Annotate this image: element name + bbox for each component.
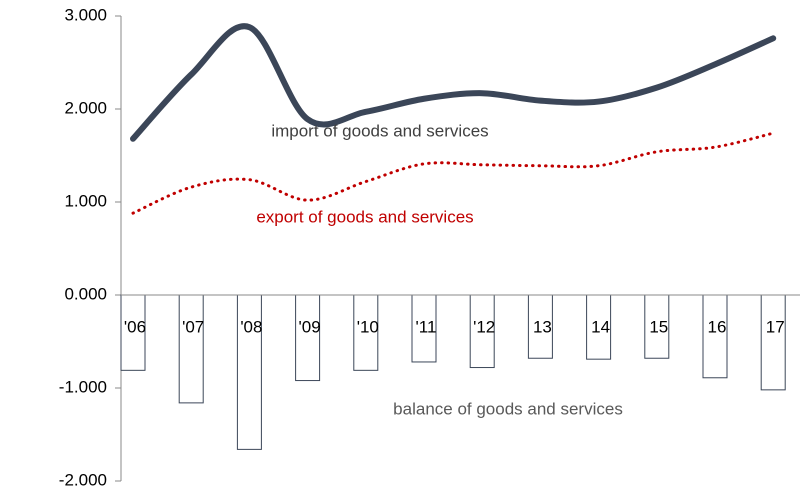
x-tick-label: '12 bbox=[473, 317, 495, 336]
y-tick-label: 2.000 bbox=[64, 98, 107, 117]
x-tick-label: '08 bbox=[240, 317, 262, 336]
bar bbox=[295, 294, 321, 382]
y-tick-label: -2.000 bbox=[59, 470, 107, 489]
series-label: import of goods and services bbox=[271, 121, 488, 140]
bar bbox=[586, 294, 612, 360]
series-label: export of goods and services bbox=[256, 207, 473, 226]
x-tick-label: '09 bbox=[299, 317, 321, 336]
x-tick-label: 16 bbox=[708, 317, 727, 336]
x-tick-label: 17 bbox=[766, 317, 785, 336]
x-tick-label: '07 bbox=[182, 317, 204, 336]
line bbox=[130, 23, 777, 142]
line bbox=[131, 131, 775, 215]
bar bbox=[527, 294, 553, 359]
bar bbox=[469, 294, 495, 369]
x-tick-label: '06 bbox=[124, 317, 146, 336]
x-tick-label: 14 bbox=[591, 317, 610, 336]
x-tick-label: 15 bbox=[649, 317, 668, 336]
bar bbox=[353, 294, 379, 371]
bar bbox=[644, 294, 670, 359]
bar bbox=[120, 294, 146, 371]
x-tick-label: 13 bbox=[533, 317, 552, 336]
bar bbox=[178, 294, 204, 404]
y-tick-label: 1.000 bbox=[64, 191, 107, 210]
y-tick-label: 0.000 bbox=[64, 284, 107, 303]
bar bbox=[702, 294, 728, 379]
x-tick-label: '11 bbox=[416, 317, 437, 336]
bar bbox=[760, 294, 786, 391]
bar bbox=[236, 294, 262, 450]
y-tick-label: 3.000 bbox=[64, 5, 107, 24]
x-tick-label: '10 bbox=[357, 317, 379, 336]
y-tick-label: -1.000 bbox=[59, 377, 107, 396]
bar bbox=[411, 294, 437, 363]
series-label: balance of goods and services bbox=[393, 399, 623, 418]
